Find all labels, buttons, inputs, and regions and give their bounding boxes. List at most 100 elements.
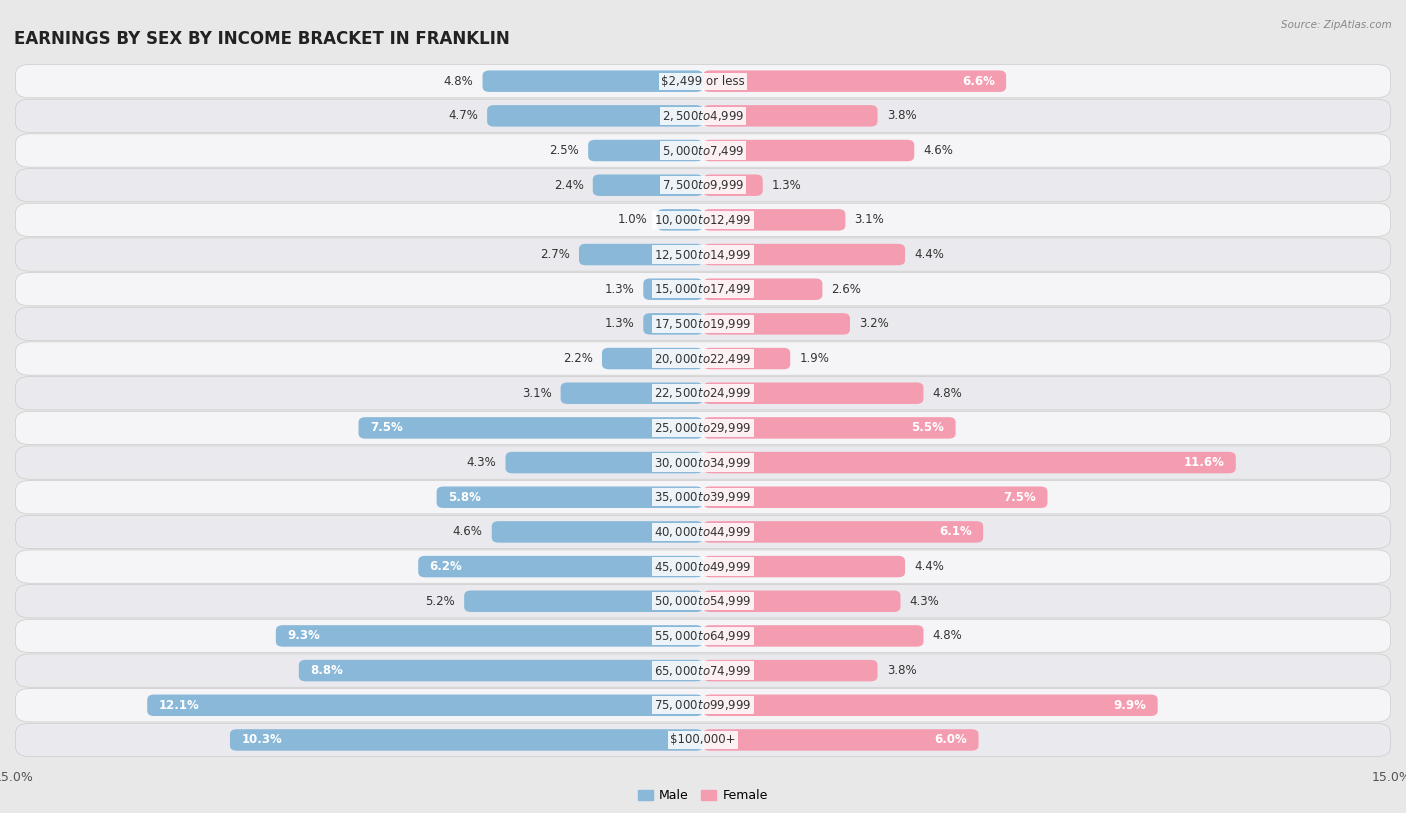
FancyBboxPatch shape: [15, 446, 1391, 479]
FancyBboxPatch shape: [703, 452, 1236, 473]
FancyBboxPatch shape: [15, 134, 1391, 167]
Text: 6.2%: 6.2%: [430, 560, 463, 573]
FancyBboxPatch shape: [15, 203, 1391, 237]
Text: 5.2%: 5.2%: [425, 595, 456, 608]
FancyBboxPatch shape: [15, 272, 1391, 306]
Text: $10,000 to $12,499: $10,000 to $12,499: [654, 213, 752, 227]
Text: $7,500 to $9,999: $7,500 to $9,999: [662, 178, 744, 192]
Text: 3.1%: 3.1%: [522, 387, 551, 400]
Text: 5.5%: 5.5%: [911, 421, 945, 434]
Text: 4.6%: 4.6%: [453, 525, 482, 538]
Text: 10.3%: 10.3%: [242, 733, 283, 746]
Text: 5.8%: 5.8%: [449, 491, 481, 504]
FancyBboxPatch shape: [657, 209, 703, 231]
Text: 3.8%: 3.8%: [887, 110, 917, 122]
FancyBboxPatch shape: [703, 486, 1047, 508]
FancyBboxPatch shape: [703, 279, 823, 300]
Text: $45,000 to $49,999: $45,000 to $49,999: [654, 559, 752, 574]
Text: 8.8%: 8.8%: [311, 664, 343, 677]
FancyBboxPatch shape: [588, 140, 703, 161]
Text: 4.7%: 4.7%: [449, 110, 478, 122]
FancyBboxPatch shape: [15, 411, 1391, 445]
FancyBboxPatch shape: [703, 625, 924, 646]
Text: $25,000 to $29,999: $25,000 to $29,999: [654, 421, 752, 435]
FancyBboxPatch shape: [703, 313, 851, 335]
FancyBboxPatch shape: [703, 348, 790, 369]
FancyBboxPatch shape: [703, 71, 1007, 92]
FancyBboxPatch shape: [703, 105, 877, 127]
Text: 9.3%: 9.3%: [287, 629, 321, 642]
FancyBboxPatch shape: [15, 238, 1391, 272]
Text: 6.0%: 6.0%: [935, 733, 967, 746]
Text: $65,000 to $74,999: $65,000 to $74,999: [654, 663, 752, 677]
FancyBboxPatch shape: [703, 729, 979, 750]
Text: 9.9%: 9.9%: [1114, 699, 1146, 711]
FancyBboxPatch shape: [703, 382, 924, 404]
Text: $2,499 or less: $2,499 or less: [661, 75, 745, 88]
Text: 4.3%: 4.3%: [467, 456, 496, 469]
FancyBboxPatch shape: [15, 64, 1391, 98]
Text: $40,000 to $44,999: $40,000 to $44,999: [654, 525, 752, 539]
Text: 2.2%: 2.2%: [562, 352, 593, 365]
Text: 1.3%: 1.3%: [605, 317, 634, 330]
Text: $22,500 to $24,999: $22,500 to $24,999: [654, 386, 752, 400]
FancyBboxPatch shape: [644, 279, 703, 300]
FancyBboxPatch shape: [703, 556, 905, 577]
FancyBboxPatch shape: [506, 452, 703, 473]
Text: 4.8%: 4.8%: [932, 629, 962, 642]
Text: $15,000 to $17,499: $15,000 to $17,499: [654, 282, 752, 296]
FancyBboxPatch shape: [703, 244, 905, 265]
Text: 4.8%: 4.8%: [444, 75, 474, 88]
FancyBboxPatch shape: [276, 625, 703, 646]
Text: 6.6%: 6.6%: [962, 75, 994, 88]
Text: $50,000 to $54,999: $50,000 to $54,999: [654, 594, 752, 608]
Text: EARNINGS BY SEX BY INCOME BRACKET IN FRANKLIN: EARNINGS BY SEX BY INCOME BRACKET IN FRA…: [14, 30, 510, 48]
FancyBboxPatch shape: [593, 175, 703, 196]
FancyBboxPatch shape: [15, 99, 1391, 133]
Text: $100,000+: $100,000+: [671, 733, 735, 746]
Text: 2.7%: 2.7%: [540, 248, 569, 261]
FancyBboxPatch shape: [486, 105, 703, 127]
Text: 4.4%: 4.4%: [914, 248, 945, 261]
FancyBboxPatch shape: [703, 209, 845, 231]
FancyBboxPatch shape: [15, 376, 1391, 410]
FancyBboxPatch shape: [703, 175, 762, 196]
Text: 2.5%: 2.5%: [550, 144, 579, 157]
FancyBboxPatch shape: [15, 480, 1391, 514]
Text: 4.4%: 4.4%: [914, 560, 945, 573]
Text: 7.5%: 7.5%: [1004, 491, 1036, 504]
Text: $75,000 to $99,999: $75,000 to $99,999: [654, 698, 752, 712]
Text: $20,000 to $22,499: $20,000 to $22,499: [654, 351, 752, 366]
FancyBboxPatch shape: [703, 140, 914, 161]
Text: 3.8%: 3.8%: [887, 664, 917, 677]
FancyBboxPatch shape: [703, 660, 877, 681]
FancyBboxPatch shape: [15, 724, 1391, 757]
FancyBboxPatch shape: [15, 654, 1391, 687]
FancyBboxPatch shape: [15, 342, 1391, 375]
Text: 1.3%: 1.3%: [605, 283, 634, 296]
Text: 1.3%: 1.3%: [772, 179, 801, 192]
Text: 4.3%: 4.3%: [910, 595, 939, 608]
FancyBboxPatch shape: [148, 694, 703, 716]
Text: 3.2%: 3.2%: [859, 317, 889, 330]
Text: 2.4%: 2.4%: [554, 179, 583, 192]
FancyBboxPatch shape: [482, 71, 703, 92]
FancyBboxPatch shape: [15, 515, 1391, 549]
Text: 1.0%: 1.0%: [619, 213, 648, 226]
FancyBboxPatch shape: [15, 550, 1391, 583]
FancyBboxPatch shape: [644, 313, 703, 335]
FancyBboxPatch shape: [15, 307, 1391, 341]
Text: 2.6%: 2.6%: [831, 283, 862, 296]
FancyBboxPatch shape: [703, 417, 956, 439]
Text: $2,500 to $4,999: $2,500 to $4,999: [662, 109, 744, 123]
FancyBboxPatch shape: [437, 486, 703, 508]
FancyBboxPatch shape: [703, 521, 983, 542]
Text: $30,000 to $34,999: $30,000 to $34,999: [654, 455, 752, 470]
Text: $17,500 to $19,999: $17,500 to $19,999: [654, 317, 752, 331]
FancyBboxPatch shape: [703, 590, 900, 612]
Text: 7.5%: 7.5%: [370, 421, 402, 434]
FancyBboxPatch shape: [15, 168, 1391, 202]
FancyBboxPatch shape: [703, 694, 1157, 716]
Text: $55,000 to $64,999: $55,000 to $64,999: [654, 629, 752, 643]
Text: 4.6%: 4.6%: [924, 144, 953, 157]
